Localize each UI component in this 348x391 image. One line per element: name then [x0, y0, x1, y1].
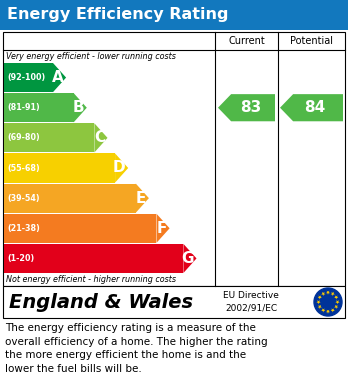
Polygon shape	[74, 93, 87, 122]
Text: C: C	[94, 130, 105, 145]
Polygon shape	[321, 308, 325, 312]
Bar	[4, 93, 74, 122]
Text: (92-100): (92-100)	[7, 73, 45, 82]
Text: D: D	[113, 160, 126, 176]
Polygon shape	[115, 153, 128, 183]
Text: 84: 84	[304, 100, 325, 115]
Text: Energy Efficiency Rating: Energy Efficiency Rating	[7, 7, 229, 23]
Text: Current: Current	[228, 36, 265, 46]
Text: (1-20): (1-20)	[7, 254, 34, 263]
Bar	[4, 183, 136, 213]
Polygon shape	[53, 63, 66, 92]
Polygon shape	[335, 300, 340, 304]
Text: (21-38): (21-38)	[7, 224, 40, 233]
Text: 83: 83	[240, 100, 261, 115]
Polygon shape	[334, 305, 338, 309]
Text: (39-54): (39-54)	[7, 194, 40, 203]
Polygon shape	[316, 300, 321, 304]
Text: (69-80): (69-80)	[7, 133, 40, 142]
Polygon shape	[280, 94, 343, 121]
Text: A: A	[52, 70, 63, 85]
Polygon shape	[326, 310, 330, 314]
Polygon shape	[334, 296, 338, 300]
Bar	[4, 153, 115, 183]
Text: The energy efficiency rating is a measure of the
overall efficiency of a home. T: The energy efficiency rating is a measur…	[5, 323, 268, 374]
Bar	[4, 63, 53, 92]
Polygon shape	[331, 308, 335, 312]
Text: Not energy efficient - higher running costs: Not energy efficient - higher running co…	[6, 275, 176, 284]
Polygon shape	[318, 296, 322, 300]
Text: Potential: Potential	[290, 36, 333, 46]
Circle shape	[314, 288, 342, 316]
Polygon shape	[318, 305, 322, 309]
Text: England & Wales: England & Wales	[9, 292, 193, 312]
Polygon shape	[157, 214, 169, 243]
Bar	[4, 123, 94, 152]
Text: EU Directive
2002/91/EC: EU Directive 2002/91/EC	[223, 291, 279, 313]
Text: B: B	[72, 100, 84, 115]
Polygon shape	[136, 183, 149, 213]
Polygon shape	[218, 94, 275, 121]
Bar	[3, 286, 345, 318]
Polygon shape	[326, 291, 330, 295]
Text: E: E	[136, 191, 146, 206]
Polygon shape	[331, 292, 335, 296]
Polygon shape	[94, 123, 108, 152]
Text: F: F	[157, 221, 167, 236]
Bar	[0, 0, 348, 30]
Text: Very energy efficient - lower running costs: Very energy efficient - lower running co…	[6, 52, 176, 61]
Bar	[4, 214, 157, 243]
Text: G: G	[181, 251, 194, 266]
Bar	[4, 244, 183, 273]
Text: (55-68): (55-68)	[7, 163, 40, 172]
Bar	[3, 32, 345, 286]
Polygon shape	[321, 292, 325, 296]
Text: (81-91): (81-91)	[7, 103, 40, 112]
Polygon shape	[183, 244, 197, 273]
